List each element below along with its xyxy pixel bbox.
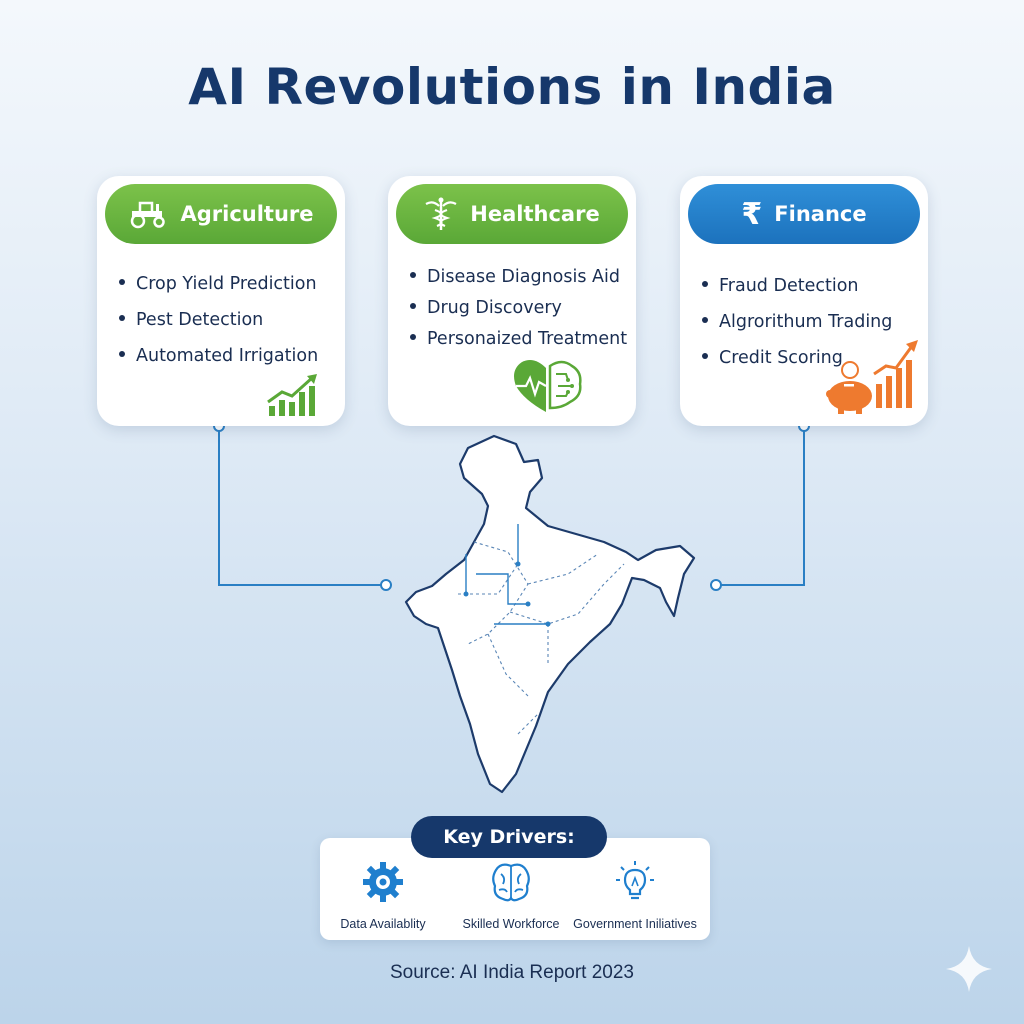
list-item: Fraud Detection — [702, 268, 892, 304]
driver-government-initiatives: Government Iniliatives — [570, 860, 700, 931]
caduceus-icon — [424, 196, 458, 232]
driver-label: Government Iniliatives — [573, 917, 697, 931]
driver-data-availability: Data Availablity — [318, 860, 448, 931]
list-item: Drug Discovery — [410, 293, 627, 324]
list-item: Pest Detection — [119, 302, 318, 338]
lightbulb-icon — [616, 861, 654, 900]
page-title: AI Revolutions in India — [188, 58, 836, 116]
driver-label: Data Availablity — [340, 917, 426, 931]
list-item: Algrorithum Trading — [702, 304, 892, 340]
healthcare-list: Disease Diagnosis Aid Drug Discovery Per… — [410, 262, 627, 355]
source-caption: Source: AI India Report 2023 — [390, 962, 634, 983]
finance-list: Fraud Detection Algrorithum Trading Cred… — [702, 268, 892, 376]
finance-card: ₹ Finance Fraud Detection Algrorithum Tr… — [680, 176, 928, 426]
growth-chart-icon — [267, 374, 317, 416]
finance-label: Finance — [774, 202, 867, 226]
piggy-bank-growth-icon — [826, 340, 918, 414]
healthcare-header: Healthcare — [396, 184, 628, 244]
agriculture-card: Agriculture Crop Yield Prediction Pest D… — [97, 176, 345, 426]
gear-icon — [363, 862, 403, 902]
rupee-icon: ₹ — [741, 196, 763, 232]
list-item: Automated Irrigation — [119, 338, 318, 374]
agriculture-label: Agriculture — [180, 202, 314, 226]
key-drivers-heading: Key Drivers: — [411, 816, 607, 858]
healthcare-label: Healthcare — [470, 202, 600, 226]
india-map — [404, 434, 696, 794]
heart-brain-icon — [514, 360, 582, 412]
finance-header: ₹ Finance — [688, 184, 920, 244]
list-item: Credit Scoring — [702, 340, 892, 376]
sparkle-icon — [946, 946, 992, 992]
agriculture-header: Agriculture — [105, 184, 337, 244]
tractor-icon — [128, 199, 168, 229]
driver-label: Skilled Workforce — [462, 917, 560, 931]
list-item: Personaized Treatment — [410, 324, 627, 355]
list-item: Crop Yield Prediction — [119, 266, 318, 302]
healthcare-card: Healthcare Disease Diagnosis Aid Drug Di… — [388, 176, 636, 426]
driver-skilled-workforce: Skilled Workforce — [446, 860, 576, 931]
agriculture-list: Crop Yield Prediction Pest Detection Aut… — [119, 266, 318, 374]
list-item: Disease Diagnosis Aid — [410, 262, 627, 293]
brain-icon — [492, 863, 530, 902]
